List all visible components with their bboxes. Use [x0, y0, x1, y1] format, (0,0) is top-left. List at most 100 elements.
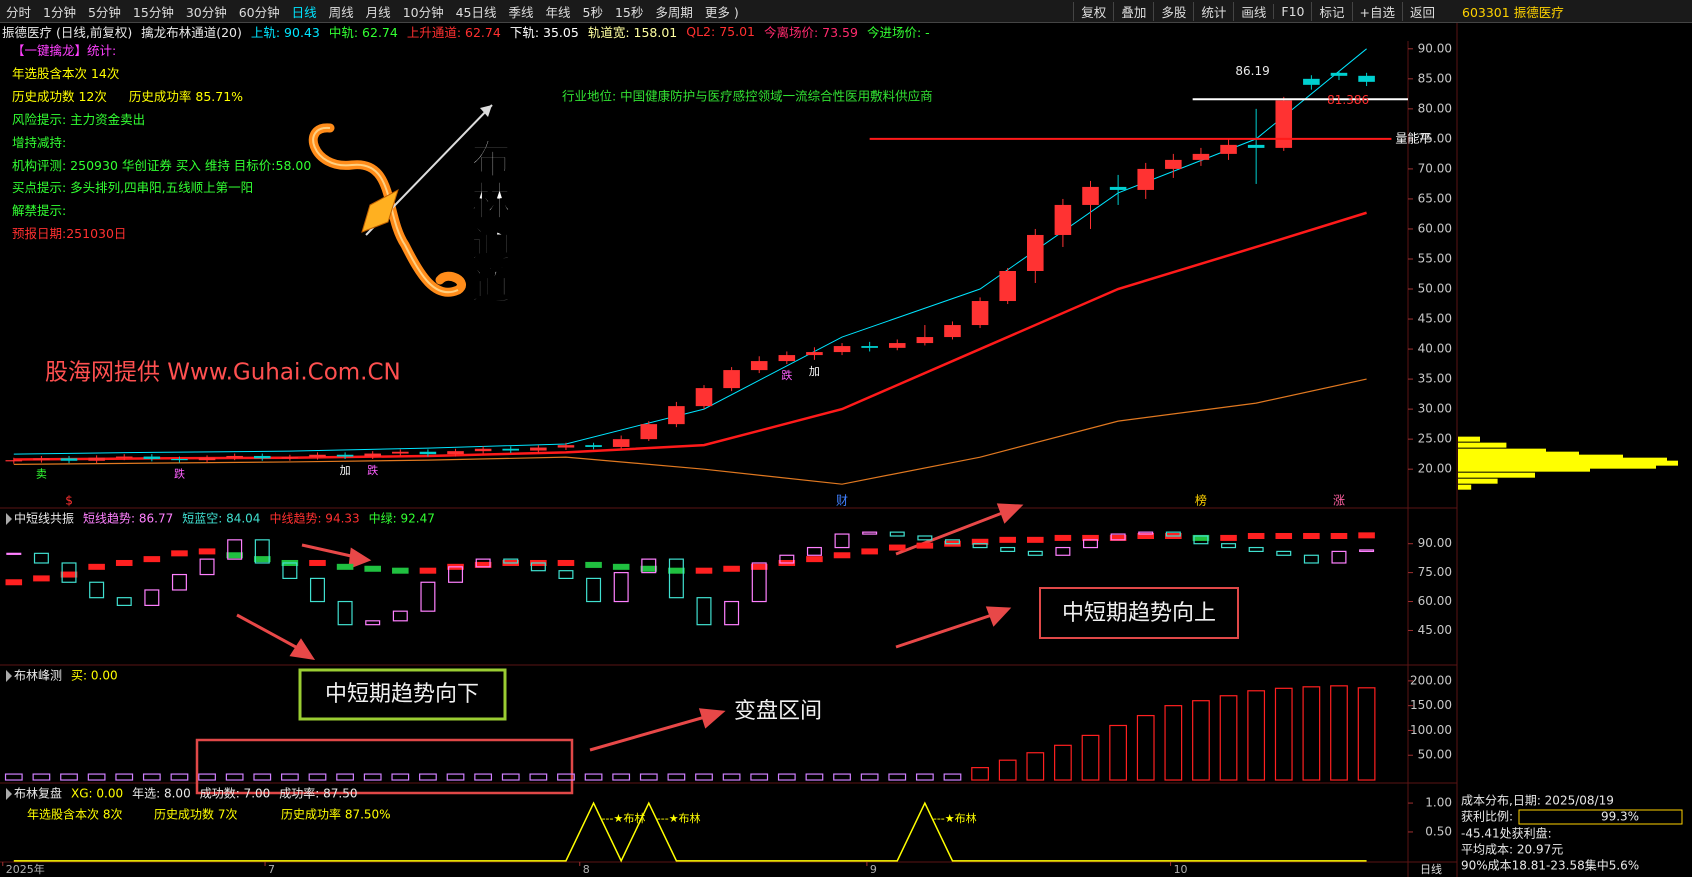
short-trend-bar — [806, 546, 822, 556]
mid-trend-mark — [5, 579, 23, 586]
mid-trend-mark — [1109, 534, 1127, 541]
cost-text: 平均成本: 20.97元 — [1461, 843, 1563, 857]
period-tab[interactable]: 日线 — [291, 4, 317, 20]
candle-body — [1275, 100, 1293, 148]
candle-body — [999, 270, 1016, 302]
period-tab[interactable]: 多周期 — [655, 4, 693, 20]
candle-body — [861, 346, 878, 348]
candle-body — [392, 451, 409, 454]
cost-text: 成本分布,日期: 2025/08/19 — [1461, 794, 1614, 808]
candle-body — [419, 451, 437, 455]
panel-icon — [6, 513, 12, 525]
peak-bar — [943, 773, 962, 781]
stat-row: 解禁提示: — [12, 200, 88, 219]
period-tab[interactable]: 5分钟 — [87, 4, 121, 20]
period-tab[interactable]: 45日线 — [455, 4, 497, 20]
cost-text: -45.41处获利盘: — [1461, 826, 1552, 841]
candle-body — [640, 424, 658, 440]
spike-label: ---★布林 — [602, 811, 646, 825]
callout-text: 变盘区间 — [734, 699, 822, 724]
stat-text: 【一键擒龙】统计: — [12, 43, 117, 58]
mid-trend-mark — [861, 548, 878, 555]
period-tab[interactable]: 15分钟 — [132, 4, 174, 20]
toolbar-button[interactable]: 返回 — [1401, 1, 1442, 21]
peak-bar — [142, 773, 161, 781]
toolbar-button[interactable]: +自选 — [1351, 1, 1402, 21]
info-item: 今离场价: 73.59 — [763, 25, 858, 40]
candle-body — [198, 457, 216, 461]
short-trend-bar — [696, 597, 712, 626]
arrow — [236, 613, 306, 654]
candle-body — [833, 346, 851, 353]
callout-box — [298, 668, 507, 721]
arrow-head — [985, 606, 1012, 627]
period-tab[interactable]: 15秒 — [614, 4, 644, 20]
mid-trend-mark — [392, 567, 409, 574]
period-tab[interactable]: 月线 — [365, 4, 391, 20]
mid-trend-mark — [115, 559, 133, 566]
band-line — [13, 378, 1367, 485]
toolbar-button[interactable]: 统计 — [1193, 1, 1233, 21]
y-tick-label: 65.00 — [1418, 191, 1452, 205]
period-tab[interactable]: 1分钟 — [43, 4, 76, 20]
candle-body — [364, 453, 381, 457]
period-tab[interactable]: 10分钟 — [402, 4, 444, 20]
period-tab[interactable]: 更多 ) — [704, 4, 739, 20]
peak-bar — [225, 773, 244, 781]
toolbar-button[interactable]: 画线 — [1233, 1, 1273, 21]
cost-bar — [1458, 466, 1590, 472]
period-tab[interactable]: 分时 — [6, 4, 32, 20]
candle-body — [971, 301, 989, 326]
period-tab[interactable]: 5秒 — [582, 4, 603, 20]
toolbar-button[interactable]: 多股 — [1153, 1, 1193, 21]
cost-bar — [1458, 448, 1546, 454]
cost-bar — [1458, 484, 1472, 490]
candle-body — [530, 447, 547, 451]
review-stat: 历史成功数 7次 — [154, 807, 237, 822]
toolbar-button[interactable]: 复权 — [1073, 1, 1113, 21]
cost-bar — [1458, 442, 1507, 448]
short-trend-bar — [1165, 531, 1181, 537]
candle-body — [695, 388, 713, 407]
candle-body — [1358, 75, 1375, 82]
period-tab[interactable]: 季线 — [508, 4, 534, 20]
profit-box — [1518, 809, 1683, 825]
mid-trend-mark — [1303, 532, 1320, 539]
stat-text: 预报日期:251030日 — [12, 226, 127, 242]
peak-bar — [170, 773, 189, 781]
short-trend-bar — [227, 539, 243, 560]
cost-bar — [1458, 472, 1535, 478]
cost-bar — [1458, 457, 1667, 463]
short-trend-bar — [392, 610, 408, 622]
y-tick-label: 150.00 — [1410, 698, 1452, 712]
candle-body — [1109, 186, 1127, 190]
period-tab[interactable]: 30分钟 — [185, 4, 227, 20]
toolbar-button[interactable]: F10 — [1273, 3, 1311, 19]
peak-bar — [722, 773, 741, 781]
toolbar-button[interactable]: 标记 — [1311, 1, 1351, 21]
short-trend-bar — [972, 543, 988, 549]
y-tick-label: 20.00 — [1418, 462, 1452, 476]
panel-header: 成功数: 7.00 — [200, 786, 271, 801]
toolbar: 分时 1分钟 5分钟 15分钟 30分钟 60分钟 日线 周线 月线 10分钟 45日线 季线 年线 5秒… — [0, 0, 1692, 23]
toolbar-button[interactable]: 叠加 — [1113, 1, 1153, 21]
cost-bar — [1458, 454, 1623, 460]
period-tab[interactable]: 周线 — [328, 4, 354, 20]
y-tick-label: 50.00 — [1418, 748, 1452, 762]
y-tick-label: 75.00 — [1418, 131, 1452, 145]
period-tab[interactable]: 60分钟 — [238, 4, 280, 20]
mid-trend-mark — [695, 567, 713, 574]
mid-trend-mark — [888, 544, 906, 551]
mid-trend-mark — [143, 556, 161, 563]
peak-bar — [777, 773, 796, 781]
period-tab[interactable]: 年线 — [545, 4, 571, 20]
candle-body — [88, 457, 105, 461]
event-marker: 涨 — [1333, 493, 1345, 508]
peak-bar — [115, 773, 134, 781]
spike-label: ---★布林 — [933, 811, 977, 825]
candle-body — [281, 457, 299, 459]
candle-body — [336, 454, 354, 457]
short-trend-bar — [1193, 535, 1209, 545]
cost-text: 90%成本18.81-23.58集中5.6% — [1461, 858, 1639, 873]
mid-trend-mark — [364, 565, 381, 572]
